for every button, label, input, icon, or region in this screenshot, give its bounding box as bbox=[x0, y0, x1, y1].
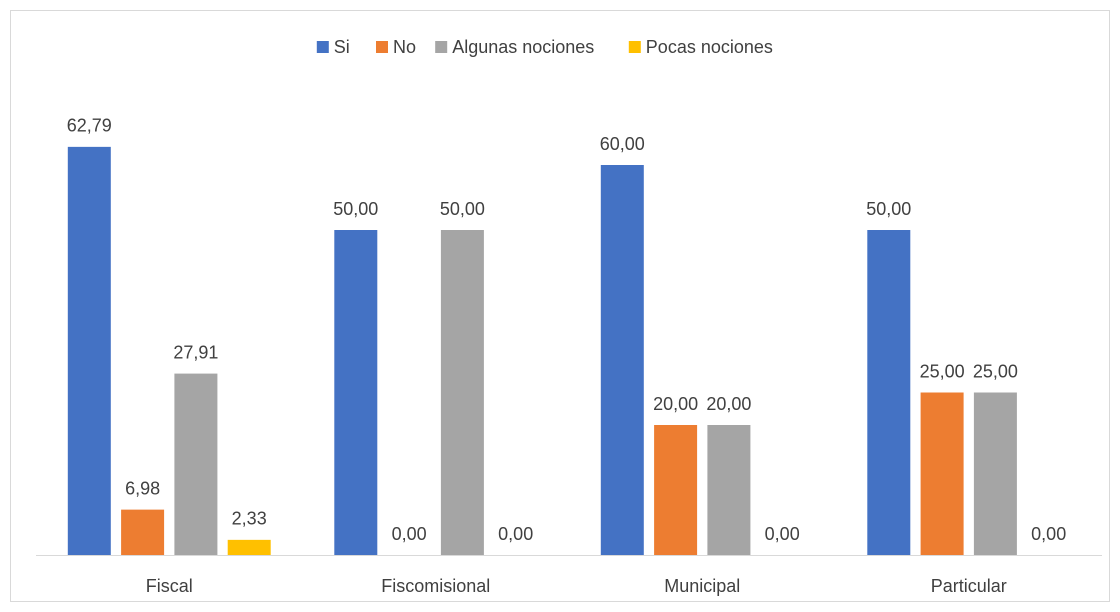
bar bbox=[654, 425, 698, 555]
value-label: 25,00 bbox=[920, 361, 965, 381]
value-label: 6,98 bbox=[125, 478, 160, 498]
legend-swatch bbox=[376, 41, 388, 53]
x-tick-label: Municipal bbox=[664, 576, 740, 596]
bar bbox=[867, 230, 911, 555]
legend-label: Algunas nociones bbox=[452, 37, 594, 57]
value-label: 2,33 bbox=[232, 509, 267, 529]
value-label: 20,00 bbox=[706, 394, 751, 414]
bar bbox=[174, 373, 218, 555]
bar bbox=[334, 230, 378, 555]
value-label: 0,00 bbox=[498, 524, 533, 544]
value-label: 62,79 bbox=[67, 116, 112, 136]
legend-label: No bbox=[393, 37, 416, 57]
bar bbox=[600, 165, 644, 555]
value-label: 20,00 bbox=[653, 394, 698, 414]
legend-swatch bbox=[628, 41, 641, 53]
bar bbox=[973, 392, 1017, 555]
value-label: 27,91 bbox=[173, 342, 218, 362]
value-label: 50,00 bbox=[333, 199, 378, 219]
value-label: 0,00 bbox=[392, 524, 427, 544]
legend-label: Pocas nociones bbox=[646, 37, 773, 57]
legend-swatch bbox=[316, 41, 329, 53]
bar bbox=[121, 509, 165, 555]
x-tick-label: Fiscal bbox=[146, 576, 193, 596]
legend-label: Si bbox=[334, 37, 350, 57]
x-tick-label: Particular bbox=[931, 576, 1007, 596]
value-label: 50,00 bbox=[440, 199, 485, 219]
bar bbox=[227, 539, 271, 555]
bar bbox=[67, 146, 111, 556]
value-label: 25,00 bbox=[973, 361, 1018, 381]
bar bbox=[440, 230, 484, 555]
value-label: 0,00 bbox=[1031, 524, 1066, 544]
value-label: 50,00 bbox=[866, 199, 911, 219]
bar bbox=[920, 392, 964, 555]
legend-swatch bbox=[435, 41, 448, 53]
x-tick-label: Fiscomisional bbox=[381, 576, 490, 596]
bar bbox=[707, 425, 751, 555]
value-label: 0,00 bbox=[765, 524, 800, 544]
value-label: 60,00 bbox=[600, 134, 645, 154]
